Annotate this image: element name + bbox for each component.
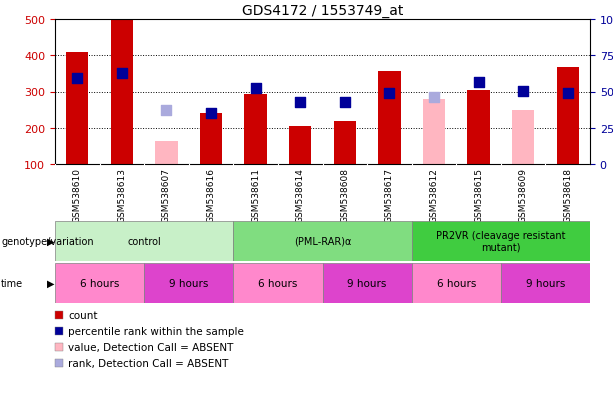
Bar — [200, 113, 222, 165]
Text: 9 hours: 9 hours — [169, 278, 208, 288]
Text: time: time — [1, 278, 23, 288]
Bar — [55, 221, 234, 261]
Text: 9 hours: 9 hours — [526, 278, 565, 288]
Bar — [144, 263, 234, 303]
Point — [563, 90, 573, 97]
Text: PR2VR (cleavage resistant
mutant): PR2VR (cleavage resistant mutant) — [436, 230, 566, 252]
Bar — [289, 127, 311, 165]
Text: percentile rank within the sample: percentile rank within the sample — [68, 326, 244, 336]
Point — [206, 110, 216, 116]
Bar — [322, 263, 412, 303]
Text: GSM538607: GSM538607 — [162, 167, 171, 222]
Text: genotype/variation: genotype/variation — [1, 236, 94, 247]
Text: 6 hours: 6 hours — [436, 278, 476, 288]
Text: GSM538616: GSM538616 — [207, 167, 216, 222]
Text: 6 hours: 6 hours — [258, 278, 297, 288]
Text: GSM538611: GSM538611 — [251, 167, 260, 222]
Bar — [234, 221, 412, 261]
Title: GDS4172 / 1553749_at: GDS4172 / 1553749_at — [242, 4, 403, 17]
Text: GSM538612: GSM538612 — [430, 167, 438, 222]
Bar — [412, 221, 590, 261]
Text: 9 hours: 9 hours — [348, 278, 387, 288]
Text: ▶: ▶ — [47, 236, 55, 247]
Point — [72, 75, 82, 82]
Bar — [501, 263, 590, 303]
Text: GSM538615: GSM538615 — [474, 167, 483, 222]
Text: ▶: ▶ — [47, 278, 55, 288]
Text: value, Detection Call = ABSENT: value, Detection Call = ABSENT — [68, 342, 234, 352]
Text: control: control — [128, 236, 161, 247]
Bar — [155, 142, 178, 165]
Point — [295, 99, 305, 106]
Bar — [557, 68, 579, 165]
Point — [384, 91, 394, 97]
Bar — [378, 72, 400, 165]
Bar — [234, 263, 322, 303]
Bar — [467, 90, 490, 165]
Text: 6 hours: 6 hours — [80, 278, 120, 288]
Point — [117, 71, 127, 78]
Bar — [512, 110, 535, 165]
Text: GSM538609: GSM538609 — [519, 167, 528, 222]
Text: GSM538610: GSM538610 — [73, 167, 82, 222]
Bar — [423, 100, 445, 165]
Bar — [333, 122, 356, 165]
Point — [162, 108, 172, 114]
Bar — [66, 53, 88, 165]
Text: GSM538608: GSM538608 — [340, 167, 349, 222]
Text: (PML-RAR)α: (PML-RAR)α — [294, 236, 351, 247]
Bar — [245, 95, 267, 165]
Bar — [55, 263, 144, 303]
Point — [340, 100, 349, 107]
Point — [429, 95, 439, 101]
Text: rank, Detection Call = ABSENT: rank, Detection Call = ABSENT — [68, 358, 228, 368]
Point — [518, 88, 528, 95]
Text: count: count — [68, 310, 97, 320]
Bar — [111, 20, 133, 165]
Text: GSM538614: GSM538614 — [295, 167, 305, 222]
Text: GSM538617: GSM538617 — [385, 167, 394, 222]
Point — [474, 80, 484, 87]
Point — [251, 85, 261, 92]
Text: GSM538618: GSM538618 — [563, 167, 572, 222]
Bar — [412, 263, 501, 303]
Text: GSM538613: GSM538613 — [117, 167, 126, 222]
